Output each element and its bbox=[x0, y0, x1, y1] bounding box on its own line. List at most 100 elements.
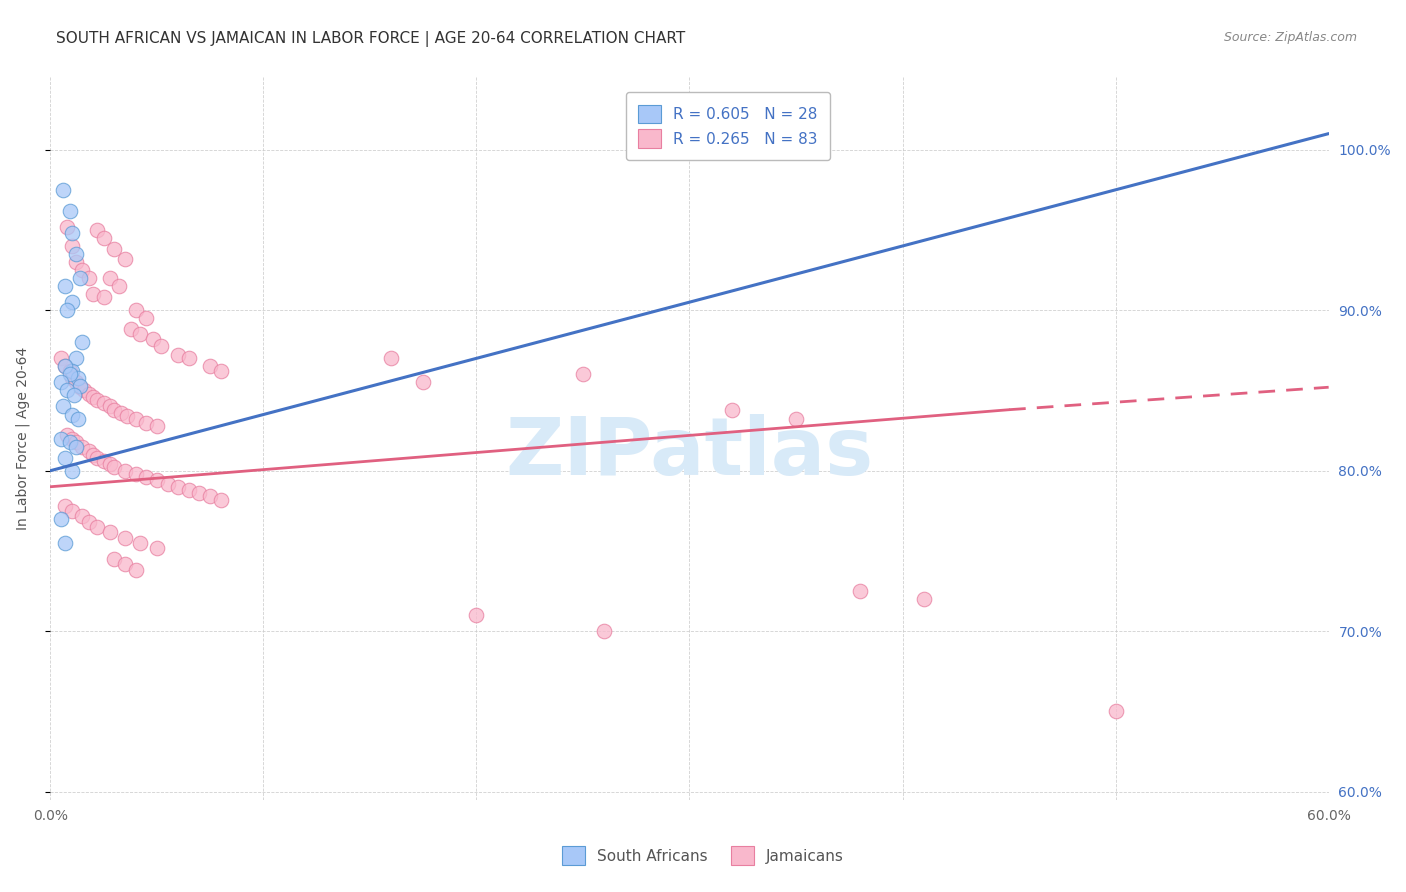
Point bbox=[135, 416, 157, 430]
Point bbox=[98, 524, 121, 539]
Point bbox=[593, 624, 616, 639]
Text: ZIPatlas: ZIPatlas bbox=[505, 414, 873, 492]
Point bbox=[98, 400, 121, 414]
Point bbox=[60, 432, 83, 446]
Point bbox=[86, 393, 108, 408]
Point bbox=[124, 412, 146, 426]
Point bbox=[98, 457, 121, 471]
Point bbox=[66, 412, 89, 426]
Point bbox=[156, 476, 179, 491]
Point bbox=[60, 408, 83, 422]
Point bbox=[56, 428, 79, 442]
Point bbox=[209, 364, 232, 378]
Point bbox=[58, 364, 80, 378]
Point bbox=[103, 242, 125, 256]
Point bbox=[103, 552, 125, 566]
Legend: R = 0.605   N = 28, R = 0.265   N = 83: R = 0.605 N = 28, R = 0.265 N = 83 bbox=[626, 92, 830, 161]
Point bbox=[93, 290, 115, 304]
Point bbox=[128, 327, 150, 342]
Point bbox=[86, 223, 108, 237]
Point bbox=[56, 384, 79, 398]
Point bbox=[124, 467, 146, 481]
Point bbox=[115, 409, 138, 424]
Point bbox=[66, 370, 89, 384]
Point bbox=[77, 444, 100, 458]
Point bbox=[69, 378, 91, 392]
Point bbox=[135, 470, 157, 484]
Point bbox=[53, 359, 76, 374]
Point bbox=[465, 608, 488, 623]
Point bbox=[198, 359, 221, 374]
Point bbox=[62, 388, 84, 402]
Point bbox=[142, 332, 165, 346]
Point bbox=[69, 380, 91, 394]
Point bbox=[58, 203, 80, 218]
Point bbox=[82, 448, 104, 462]
Point bbox=[60, 464, 83, 478]
Point bbox=[49, 351, 72, 366]
Point bbox=[60, 504, 83, 518]
Legend: South Africans, Jamaicans: South Africans, Jamaicans bbox=[555, 840, 851, 871]
Point bbox=[114, 464, 136, 478]
Point bbox=[120, 322, 142, 336]
Point bbox=[93, 396, 115, 410]
Point bbox=[146, 418, 169, 433]
Point bbox=[53, 536, 76, 550]
Point bbox=[60, 226, 83, 240]
Point bbox=[72, 263, 94, 277]
Point bbox=[107, 279, 129, 293]
Point bbox=[177, 351, 200, 366]
Point bbox=[412, 376, 434, 390]
Point bbox=[60, 295, 83, 310]
Point bbox=[56, 219, 79, 234]
Point bbox=[60, 370, 83, 384]
Point bbox=[82, 390, 104, 404]
Point bbox=[721, 402, 744, 417]
Point bbox=[52, 183, 75, 197]
Point bbox=[146, 541, 169, 555]
Point bbox=[86, 520, 108, 534]
Point bbox=[72, 440, 94, 454]
Point bbox=[124, 303, 146, 318]
Point bbox=[93, 231, 115, 245]
Point bbox=[72, 508, 94, 523]
Point bbox=[49, 376, 72, 390]
Point bbox=[93, 454, 115, 468]
Point bbox=[177, 483, 200, 497]
Point bbox=[77, 271, 100, 285]
Point bbox=[114, 557, 136, 571]
Point bbox=[188, 486, 211, 500]
Point bbox=[146, 473, 169, 487]
Point bbox=[124, 563, 146, 577]
Point bbox=[110, 406, 132, 420]
Point bbox=[49, 432, 72, 446]
Point bbox=[60, 239, 83, 253]
Text: Source: ZipAtlas.com: Source: ZipAtlas.com bbox=[1223, 31, 1357, 45]
Point bbox=[77, 386, 100, 401]
Point bbox=[60, 364, 83, 378]
Point bbox=[912, 592, 935, 607]
Point bbox=[114, 252, 136, 266]
Point bbox=[73, 384, 96, 398]
Point bbox=[65, 247, 87, 261]
Point bbox=[53, 499, 76, 513]
Point bbox=[58, 368, 80, 382]
Point bbox=[53, 279, 76, 293]
Point bbox=[150, 338, 173, 352]
Point bbox=[849, 584, 872, 599]
Point bbox=[69, 271, 91, 285]
Y-axis label: In Labor Force | Age 20-64: In Labor Force | Age 20-64 bbox=[15, 347, 30, 530]
Point bbox=[65, 440, 87, 454]
Point bbox=[86, 450, 108, 465]
Point bbox=[114, 531, 136, 545]
Point bbox=[135, 311, 157, 326]
Point bbox=[103, 460, 125, 475]
Point bbox=[167, 348, 190, 362]
Point bbox=[77, 515, 100, 529]
Point bbox=[167, 480, 190, 494]
Point bbox=[53, 359, 76, 374]
Text: SOUTH AFRICAN VS JAMAICAN IN LABOR FORCE | AGE 20-64 CORRELATION CHART: SOUTH AFRICAN VS JAMAICAN IN LABOR FORCE… bbox=[56, 31, 686, 47]
Point bbox=[785, 412, 807, 426]
Point bbox=[82, 287, 104, 301]
Point bbox=[49, 512, 72, 526]
